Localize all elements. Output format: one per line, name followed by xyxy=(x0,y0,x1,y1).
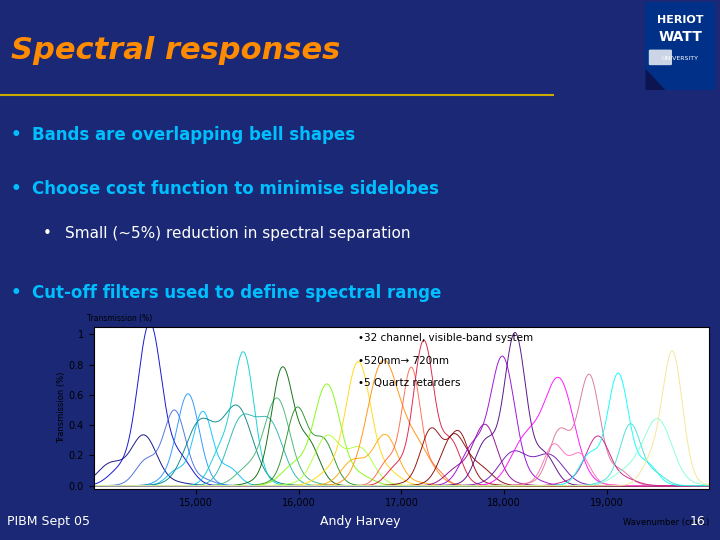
Text: •: • xyxy=(11,284,22,301)
Text: •5 Quartz retarders: •5 Quartz retarders xyxy=(359,379,461,388)
Text: •: • xyxy=(11,126,22,144)
Text: Spectral responses: Spectral responses xyxy=(11,36,341,65)
Text: Wavenumber (cm-1): Wavenumber (cm-1) xyxy=(623,518,709,527)
Text: •: • xyxy=(11,180,22,198)
Text: PIBM Sept 05: PIBM Sept 05 xyxy=(7,515,90,528)
Y-axis label: Transmission (%): Transmission (%) xyxy=(57,372,66,443)
Polygon shape xyxy=(646,69,665,90)
Text: Cut-off filters used to define spectral range: Cut-off filters used to define spectral … xyxy=(32,284,442,301)
Text: •32 channel, visible-band system: •32 channel, visible-band system xyxy=(359,333,534,343)
FancyBboxPatch shape xyxy=(646,2,715,90)
Text: WATT: WATT xyxy=(658,30,702,44)
Text: •520nm→ 720nm: •520nm→ 720nm xyxy=(359,356,449,366)
Text: Choose cost function to minimise sidelobes: Choose cost function to minimise sidelob… xyxy=(32,180,439,198)
Text: Transmission (%): Transmission (%) xyxy=(87,314,153,323)
Text: UNIVERSITY: UNIVERSITY xyxy=(662,56,698,61)
FancyBboxPatch shape xyxy=(649,50,672,65)
Text: 16: 16 xyxy=(690,515,706,528)
Text: HERIOT: HERIOT xyxy=(657,15,703,25)
Text: Andy Harvey: Andy Harvey xyxy=(320,515,400,528)
Text: Small (~5%) reduction in spectral separation: Small (~5%) reduction in spectral separa… xyxy=(65,226,410,241)
Text: •: • xyxy=(43,226,52,241)
Text: Bands are overlapping bell shapes: Bands are overlapping bell shapes xyxy=(32,126,356,144)
